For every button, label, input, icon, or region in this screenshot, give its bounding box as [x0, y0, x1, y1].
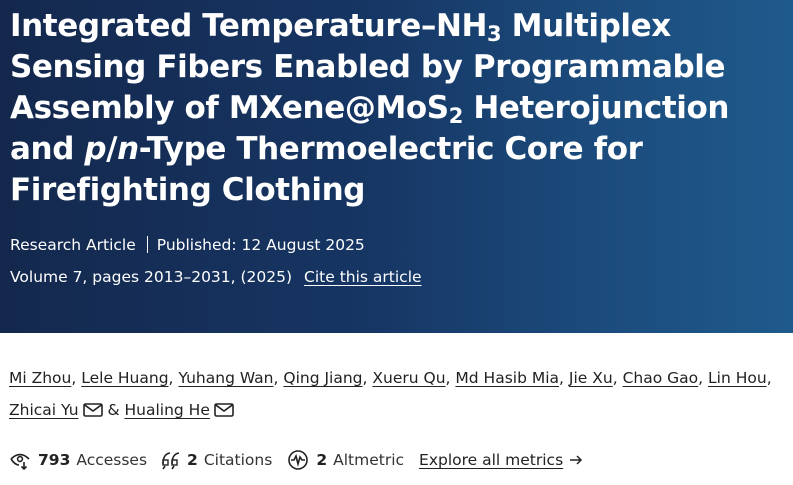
accesses-count: 793	[38, 451, 71, 469]
author-link[interactable]: Lin Hou	[708, 369, 767, 387]
explore-metrics-link[interactable]: Explore all metrics	[419, 451, 583, 469]
article-title: Integrated Temperature–NH3 Multiplex Sen…	[10, 8, 730, 208]
author-link[interactable]: Xueru Qu	[372, 369, 446, 387]
article-type: Research Article	[10, 236, 136, 254]
accesses-label: Accesses	[76, 451, 148, 469]
meta-divider	[146, 236, 148, 253]
mail-icon[interactable]	[82, 403, 103, 417]
altmetric-wave-icon	[288, 450, 309, 470]
article-header: Integrated Temperature–NH3 Multiplex Sen…	[0, 0, 793, 333]
volume-info: Volume 7, pages 2013–2031, (2025) Cite th…	[10, 268, 422, 286]
explore-metrics-label: Explore all metrics	[419, 451, 564, 469]
author-link[interactable]: Zhicai Yu	[9, 401, 79, 419]
citations-metric: 2 Citations	[162, 450, 272, 470]
author-link[interactable]: Lele Huang	[81, 369, 169, 387]
author-list: Mi Zhou, Lele Huang, Yuhang Wan, Qing Ji…	[9, 369, 772, 419]
altmetric-metric: 2 Altmetric	[287, 450, 404, 470]
author-link[interactable]: Qing Jiang	[283, 369, 363, 387]
eye-download-icon	[10, 453, 30, 470]
altmetric-count: 2	[316, 451, 328, 469]
quote-icon	[162, 452, 180, 470]
citations-count: 2	[187, 451, 198, 469]
article-metrics: 793 Accesses 2 Citations 2 Altmetric Exp…	[9, 448, 583, 472]
arrow-right-icon	[570, 455, 583, 465]
mail-icon[interactable]	[214, 403, 234, 417]
accesses-metric: 793 Accesses	[9, 450, 147, 470]
author-link[interactable]: Yuhang Wan	[178, 369, 274, 387]
citations-label: Citations	[203, 451, 273, 469]
volume-pages: Volume 7, pages 2013–2031, (2025)	[10, 268, 293, 286]
author-link[interactable]: Mi Zhou	[9, 369, 72, 387]
cite-this-article-link[interactable]: Cite this article	[304, 268, 422, 286]
author-link[interactable]: Jie Xu	[568, 369, 613, 387]
author-link[interactable]: Hualing He	[124, 401, 210, 419]
author-link[interactable]: Chao Gao	[622, 369, 699, 387]
author-link[interactable]: Md Hasib Mia	[455, 369, 560, 387]
article-meta: Research Article Published: 12 August 202…	[10, 236, 365, 254]
published-date: Published: 12 August 2025	[156, 236, 365, 254]
author-ampersand: &	[107, 401, 120, 419]
altmetric-label: Altmetric	[333, 451, 405, 469]
